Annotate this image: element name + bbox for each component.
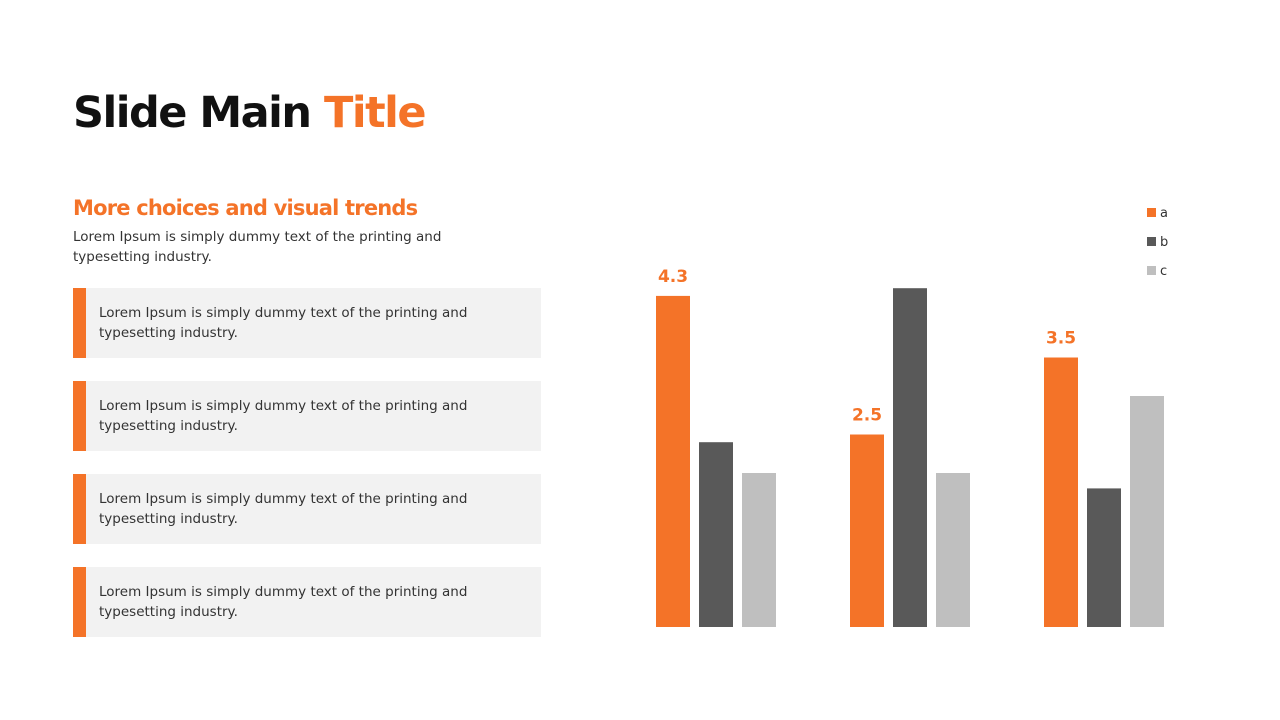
- card-accent-bar: [73, 474, 86, 544]
- bar-a-1: [656, 295, 690, 627]
- legend-label-c: c: [1160, 264, 1167, 279]
- data-label: 2.5: [852, 406, 882, 426]
- legend-swatch-a: [1147, 208, 1156, 217]
- intro-text: Lorem Ipsum is simply dummy text of the …: [73, 229, 442, 265]
- bar-b-1: [699, 442, 733, 627]
- legend-label-b: b: [1160, 235, 1168, 250]
- card-text: Lorem Ipsum is simply dummy text of the …: [99, 398, 468, 434]
- legend-label-a: a: [1160, 206, 1168, 221]
- card-text: Lorem Ipsum is simply dummy text of the …: [99, 491, 468, 527]
- bar-a-2: [850, 434, 884, 627]
- slide-title: Slide Main Title: [73, 88, 427, 138]
- text-card: Lorem Ipsum is simply dummy text of the …: [73, 474, 541, 544]
- bar-b-3: [1087, 488, 1121, 627]
- card-accent-bar: [73, 567, 86, 637]
- card-accent-bar: [73, 288, 86, 358]
- card-text: Lorem Ipsum is simply dummy text of the …: [99, 584, 468, 620]
- legend-swatch-b: [1147, 237, 1156, 246]
- bar-c-1: [742, 473, 776, 627]
- text-card: Lorem Ipsum is simply dummy text of the …: [73, 381, 541, 451]
- data-label: 4.3: [658, 267, 688, 287]
- bar-b-2: [893, 288, 927, 627]
- bar-a-3: [1044, 357, 1078, 627]
- title-main: Slide Main: [73, 88, 324, 138]
- bar-c-2: [936, 473, 970, 627]
- text-card: Lorem Ipsum is simply dummy text of the …: [73, 288, 541, 358]
- text-card: Lorem Ipsum is simply dummy text of the …: [73, 567, 541, 637]
- data-label: 3.5: [1046, 329, 1076, 349]
- title-accent: Title: [324, 88, 427, 138]
- section-subtitle: More choices and visual trends: [73, 196, 418, 220]
- card-accent-bar: [73, 381, 86, 451]
- card-text: Lorem Ipsum is simply dummy text of the …: [99, 305, 468, 341]
- bar-c-3: [1130, 396, 1164, 627]
- legend-swatch-c: [1147, 266, 1156, 275]
